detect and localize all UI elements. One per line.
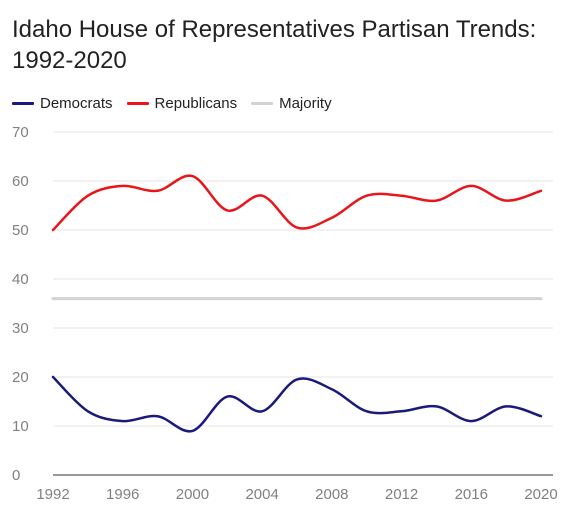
y-tick-label: 50: [12, 222, 29, 239]
legend-swatch-republicans: [126, 101, 149, 105]
y-tick-label: 0: [12, 467, 20, 484]
legend-swatch-democrats: [12, 101, 34, 105]
x-tick-label: 2000: [176, 486, 209, 503]
series-line-republicans: [51, 174, 543, 232]
x-tick-label: 2008: [315, 486, 348, 503]
legend-item-democrats: Democrats: [12, 95, 113, 112]
legend-swatch-majority: [251, 101, 274, 105]
y-tick-label: 60: [12, 173, 29, 190]
legend-item-majority: Majority: [251, 95, 332, 112]
chart-title: Idaho House of Representatives Partisan …: [12, 16, 537, 74]
x-tick-label: 1996: [106, 486, 139, 503]
y-tick-label: 20: [12, 369, 29, 386]
series-line-democrats: [51, 375, 543, 433]
y-tick-label: 40: [12, 271, 29, 288]
x-tick-label: 2004: [245, 486, 278, 503]
x-tick-label: 2012: [385, 486, 418, 503]
x-tick-label: 1992: [36, 486, 69, 503]
legend-item-republicans: Republicans: [126, 94, 238, 112]
y-tick-label: 70: [12, 124, 29, 141]
x-tick-label: 2020: [524, 486, 557, 503]
legend-label-majority: Majority: [279, 94, 332, 112]
legend-label-democrats: Democrats: [40, 94, 113, 112]
x-tick-label: 2016: [455, 486, 488, 503]
y-tick-label: 10: [12, 418, 29, 435]
y-tick-label: 30: [12, 320, 29, 337]
legend-label-republicans: Republicans: [154, 94, 238, 112]
chart-legend: Democrats Republicans Majority: [12, 93, 346, 113]
